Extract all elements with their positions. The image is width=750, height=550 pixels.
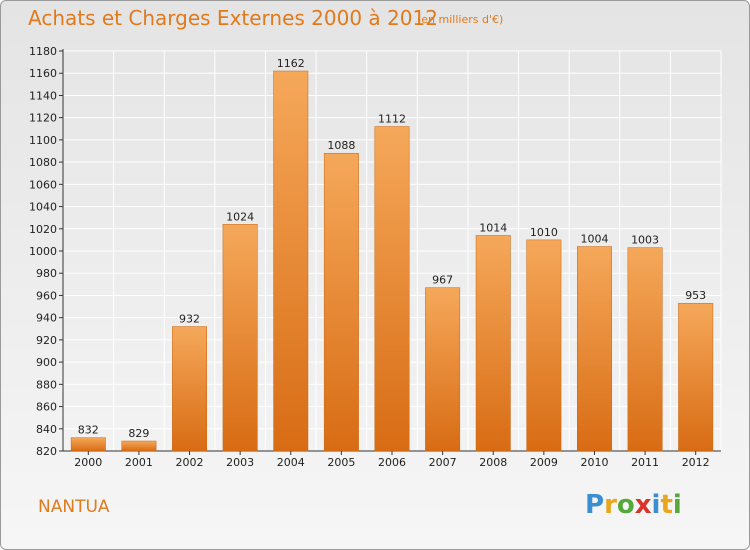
y-tick-label: 920 (36, 334, 57, 347)
y-tick-label: 1040 (29, 201, 57, 214)
bar (121, 440, 157, 452)
bar (526, 239, 562, 452)
bar (425, 287, 461, 452)
y-tick-label: 1060 (29, 178, 57, 191)
data-label: 1003 (631, 234, 659, 247)
bar (70, 437, 106, 452)
y-tick-label: 940 (36, 312, 57, 325)
city-label: NANTUA (38, 497, 110, 517)
bar (678, 302, 714, 452)
y-tick-label: 1080 (29, 156, 57, 169)
data-label: 1014 (479, 221, 507, 234)
data-label: 1112 (378, 113, 406, 126)
chart-subtitle: (en milliers d'€) (417, 13, 504, 26)
y-tick-label: 1020 (29, 223, 57, 236)
x-tick-label: 2004 (277, 456, 305, 469)
y-tick-label: 1000 (29, 245, 57, 258)
bar (475, 235, 511, 452)
bar (172, 326, 207, 452)
y-tick-label: 1100 (29, 134, 57, 147)
x-tick-label: 2002 (176, 456, 204, 469)
bar (222, 224, 258, 452)
y-tick-label: 1140 (29, 89, 57, 102)
x-tick-label: 2000 (74, 456, 102, 469)
labels: 832 829 932 1024 1162 1088 1112 967 1014 1010 1004… (78, 57, 706, 440)
data-label: 829 (128, 427, 149, 440)
data-label: 832 (78, 424, 99, 437)
data-label: 1088 (327, 139, 355, 152)
data-label: 967 (432, 274, 453, 287)
data-label: 1004 (580, 233, 608, 246)
data-label: 1024 (226, 210, 254, 223)
x-tick-label: 2003 (226, 456, 254, 469)
y-tick-label: 1180 (29, 45, 57, 58)
y-tick-label: 820 (36, 445, 57, 458)
proxiti-logo[interactable]: Proxiti (585, 490, 682, 520)
y-tick-label: 980 (36, 267, 57, 280)
bar (323, 152, 359, 452)
y-tick-label: 840 (36, 423, 57, 436)
x-tick-label: 2009 (530, 456, 558, 469)
bars (70, 70, 714, 452)
y-tick-label: 860 (36, 401, 57, 414)
x-tick-label: 2007 (429, 456, 457, 469)
y-tick-label: 960 (36, 289, 57, 302)
axes: 820 840 860 880 900 920 940 960 980 1000 1020 1040 1… (29, 45, 721, 469)
y-tick-label: 900 (36, 356, 57, 369)
y-tick-label: 1160 (29, 67, 57, 80)
x-tick-label: 2006 (378, 456, 406, 469)
x-tick-label: 2005 (327, 456, 355, 469)
x-tick-label: 2010 (580, 456, 608, 469)
bar (627, 247, 663, 452)
y-tick-label: 880 (36, 378, 57, 391)
data-label: 932 (179, 313, 200, 326)
x-tick-label: 2001 (125, 456, 153, 469)
data-label: 953 (685, 289, 706, 302)
x-tick-label: 2008 (479, 456, 507, 469)
bar (577, 246, 612, 452)
x-tick-label: 2012 (682, 456, 710, 469)
chart-title: Achats et Charges Externes 2000 à 2012 (28, 6, 438, 30)
x-tick-label: 2011 (631, 456, 659, 469)
data-label: 1162 (277, 57, 305, 70)
bar (273, 70, 309, 452)
y-tick-label: 1120 (29, 112, 57, 125)
bar (374, 126, 410, 452)
data-label: 1010 (530, 226, 558, 239)
